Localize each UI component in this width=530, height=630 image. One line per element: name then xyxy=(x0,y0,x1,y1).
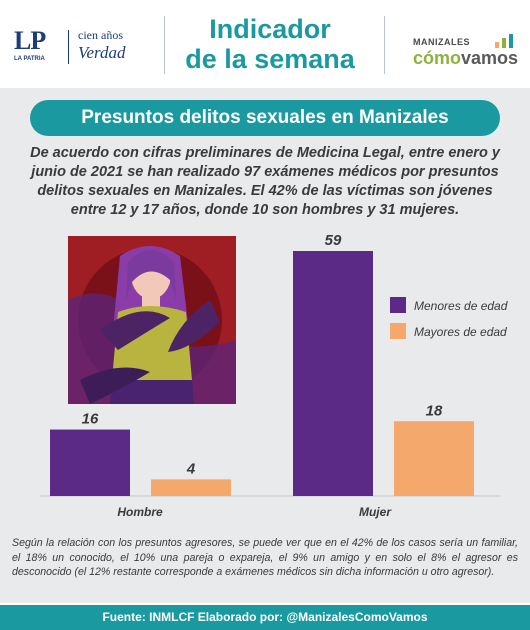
bar-hombre-mayores xyxy=(151,479,231,496)
label-hombre-mayores: 4 xyxy=(186,460,196,477)
header-divider-left xyxy=(164,16,165,74)
heading-pill xyxy=(30,100,500,136)
brand-como: cómo xyxy=(413,48,462,68)
header: LP LA PATRIA cien años Verdad Indicador … xyxy=(0,0,530,88)
la-patria-logo: LP xyxy=(14,26,46,55)
header-title-line2: de la semana xyxy=(185,44,355,74)
bar-hombre-menores xyxy=(50,429,130,496)
verdad-text: Verdad xyxy=(78,43,126,62)
header-title-line1: Indicador xyxy=(209,14,331,44)
category-hombre: Hombre xyxy=(117,505,163,519)
label-hombre-menores: 16 xyxy=(82,411,99,428)
bar-mujer-mayores xyxy=(394,421,474,496)
intro-paragraph: De acuerdo con cifras preliminares de Me… xyxy=(30,145,500,218)
section-heading: Presuntos delitos sexuales en Manizales xyxy=(81,107,449,128)
legend-swatch-menores xyxy=(390,297,406,313)
footer-bar xyxy=(0,605,530,630)
manizales-brand-big: cómovamos xyxy=(413,48,518,69)
category-mujer: Mujer xyxy=(359,505,392,519)
legend-label-menores: Menores de edad xyxy=(414,299,508,313)
label-mujer-mayores: 18 xyxy=(426,402,443,419)
cien-anos-text: cien años xyxy=(78,28,123,42)
illustration-woman xyxy=(68,236,236,404)
legend-swatch-mayores xyxy=(390,323,406,339)
la-patria-subtext: LA PATRIA xyxy=(14,56,45,62)
manizales-brand-small: MANIZALES xyxy=(413,37,470,47)
footer-source: Fuente: INMLCF Elaborado por: @Manizales… xyxy=(102,610,428,624)
logo-separator xyxy=(68,30,69,64)
brand-vamos: vamos xyxy=(461,48,519,68)
bar-mujer-menores xyxy=(293,251,373,496)
label-mujer-menores: 59 xyxy=(325,232,342,249)
bar-chart-icon xyxy=(495,34,513,48)
bar-chart: 16 4 59 18 Hombre Mujer Menores de edad … xyxy=(40,232,508,519)
legend-label-mayores: Mayores de edad xyxy=(414,325,507,339)
aggressor-note: Según la relación con los presuntos agre… xyxy=(12,537,518,578)
header-divider-right xyxy=(384,16,385,74)
